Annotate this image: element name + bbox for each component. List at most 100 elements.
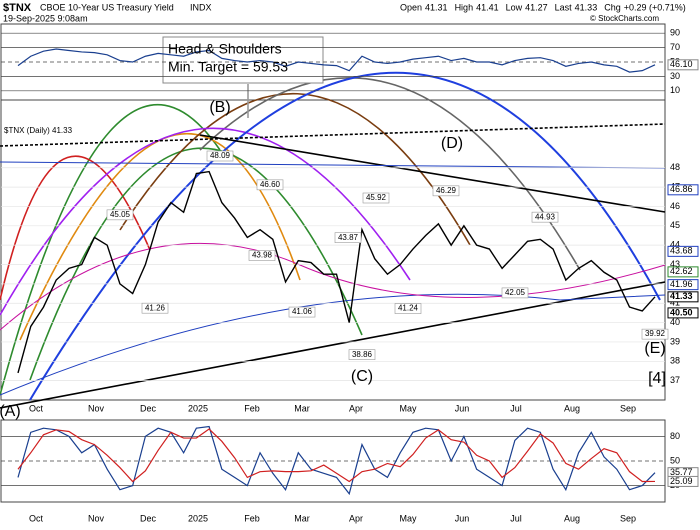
y-tick-label: 45: [670, 220, 680, 230]
price-label: 39.92: [645, 329, 666, 338]
y-tick-label: 30: [670, 71, 680, 81]
price-label-box: [334, 232, 362, 243]
wave-label: (B): [209, 99, 230, 116]
price-label: 44.93: [535, 212, 556, 221]
watermark: © StockCharts.com: [590, 14, 659, 23]
price-label-box: [641, 328, 669, 340]
x-tick-label: Feb: [244, 403, 260, 413]
last-value-label: 46.86: [670, 184, 693, 194]
x-tick-label: Jul: [510, 513, 522, 523]
y-tick-label: 39: [670, 336, 680, 346]
quote-value: 41.33: [575, 2, 598, 12]
price-label-box: [432, 185, 460, 197]
price-label: 43.87: [338, 233, 359, 242]
x-tick-label: 2025: [188, 513, 208, 523]
quote-label: Last: [555, 2, 573, 12]
arc: [29, 147, 363, 381]
y-tick-label: 38: [670, 356, 680, 366]
trendline: [0, 123, 666, 147]
price-label-box: [501, 287, 529, 299]
date: 19-Sep-2025 9:08am: [3, 13, 88, 23]
quote-value: 41.27: [525, 2, 548, 12]
x-tick-label: Nov: [88, 513, 105, 523]
change-label: Chg: [604, 2, 621, 12]
price-label: 45.92: [366, 193, 387, 202]
last-value-box: [667, 266, 699, 278]
price-label-box: [256, 179, 284, 191]
series-line: [17, 428, 656, 483]
arc: [0, 127, 411, 316]
last-value-label: 25.09: [670, 476, 693, 486]
x-tick-label: Sep: [620, 403, 636, 413]
x-tick-label: Aug: [564, 403, 580, 413]
y-tick-label: 70: [670, 42, 680, 52]
quote-label: Low: [506, 2, 523, 12]
change-value: +0.29 (+0.71%): [624, 2, 686, 12]
wave-label: (D): [441, 135, 463, 152]
x-tick-label: Sep: [620, 513, 636, 523]
callout-text: Head & Shoulders: [168, 41, 282, 57]
price-label: 42.05: [505, 288, 526, 297]
name: CBOE 10-Year US Treasury Yield: [40, 2, 174, 12]
last-value-box: [667, 245, 699, 257]
wave-label: [4]: [648, 370, 666, 387]
last-value-box: [667, 59, 699, 71]
y-tick-label: 37: [670, 375, 680, 385]
series-line: [17, 170, 656, 374]
y-tick-label: 44: [670, 240, 680, 250]
moving-average: [0, 242, 666, 331]
x-tick-label: Apr: [349, 403, 363, 413]
x-tick-label: May: [399, 513, 417, 523]
wave-label: (C): [351, 368, 373, 385]
price-label: 46.29: [436, 186, 457, 195]
price-label: 41.26: [145, 303, 166, 312]
y-tick-label: 40: [670, 317, 680, 327]
price-label-box: [288, 306, 316, 318]
y-tick-label: 41: [670, 298, 680, 308]
x-tick-label: Feb: [244, 513, 260, 523]
price-label: 43.98: [252, 251, 273, 260]
trendline: [199, 134, 666, 213]
price-label-box: [106, 209, 134, 221]
last-value-box: [667, 307, 699, 319]
wave-label: (A): [0, 403, 21, 420]
y-tick-label: 90: [670, 28, 680, 38]
arc: [0, 104, 221, 396]
y-tick-label: 80: [670, 431, 680, 441]
price-label: 41.24: [398, 304, 419, 313]
quote-value: 41.41: [476, 2, 499, 12]
price-label-box: [531, 211, 559, 223]
callout-text: Min. Target = 59.53: [168, 59, 288, 75]
last-value-box: [667, 184, 699, 196]
callout-box: [162, 36, 324, 84]
last-value-label: 43.68: [670, 246, 693, 256]
last-value-box: [667, 291, 699, 303]
x-tick-label: 2025: [188, 403, 208, 413]
trendline: [0, 161, 666, 169]
price-label-box: [394, 303, 422, 314]
price-label: 38.86: [352, 350, 373, 359]
x-tick-label: Mar: [294, 513, 310, 523]
price-label: 45.05: [110, 210, 131, 219]
price-label-box: [362, 192, 390, 204]
last-value-label: 40.50: [670, 307, 693, 317]
x-tick-label: Apr: [349, 513, 363, 523]
price-label-box: [348, 349, 376, 360]
arc: [199, 77, 581, 271]
last-value-box: [667, 475, 699, 487]
y-tick-label: 43: [670, 259, 680, 269]
x-tick-label: May: [399, 403, 417, 413]
price-label-box: [206, 150, 234, 162]
quote-label: High: [455, 2, 474, 12]
x-tick-label: Dec: [140, 403, 157, 413]
arc: [19, 133, 301, 341]
quote-value: 41.31: [425, 2, 448, 12]
last-value-label: 35.77: [670, 467, 693, 477]
x-tick-label: Aug: [564, 513, 580, 523]
symbol: $TNX: [3, 2, 32, 14]
y-tick-label: 48: [670, 162, 680, 172]
price-frame: [0, 99, 666, 401]
last-value-label: 41.33: [670, 291, 693, 301]
legend: $TNX (Daily) 41.33: [4, 126, 73, 135]
